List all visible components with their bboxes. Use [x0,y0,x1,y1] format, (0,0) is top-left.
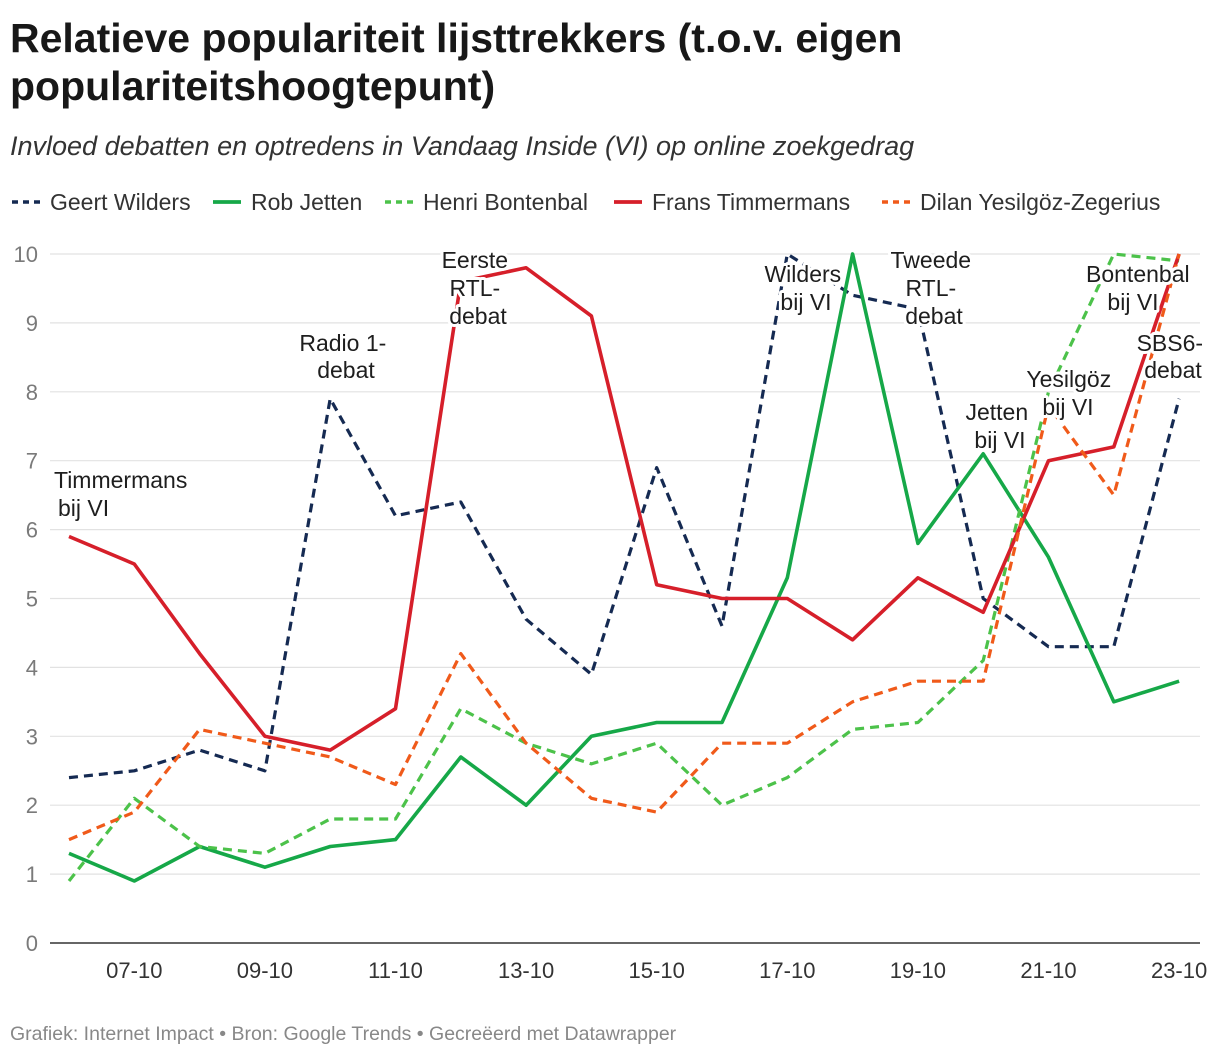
annotation-line: SBS6- [1137,330,1203,356]
legend-label: Geert Wilders [50,189,191,215]
annotation-wilders-bij-vi: Wilders bij VI [764,261,847,315]
legend-swatch-solid [614,200,642,204]
legend-swatch-solid [213,200,241,204]
series-layer [67,252,1181,883]
grid-layer: 0 1 2 3 4 5 6 7 8 9 10 [14,242,1200,956]
annotation-line: Yesilgöz [1026,366,1111,392]
y-tick-label: 2 [26,793,38,818]
legend-swatch-dashed [882,200,910,204]
y-tick-label: 9 [26,311,38,336]
y-tick-label: 0 [26,931,38,956]
y-tick-label: 5 [26,587,38,612]
y-tick-label: 7 [26,449,38,474]
x-tick-label: 07-10 [106,958,162,983]
annotation-line: Bontenbal [1086,261,1190,287]
x-tick-label: 11-10 [368,958,423,983]
annotation-line: debat [905,303,963,329]
y-tick-label: 8 [26,380,38,405]
footer-source: Bron: Google Trends [231,1023,412,1045]
line-dilan-yesilgoz-zegerius [68,253,1181,842]
legend-item-henri-bontenbal: Henri Bontenbal [385,188,588,216]
annotation-line: bij VI [58,495,109,521]
line-frans-timmermans [68,253,1181,752]
x-tick-label: 19-10 [890,958,946,983]
legend-label: Frans Timmermans [652,189,851,215]
annotation-line: RTL- [449,275,500,301]
legend-label: Dilan Yesilgöz-Zegerius [920,189,1161,215]
annotation-line: Wilders [764,261,841,287]
footer-credit: Grafiek: Internet Impact [10,1023,214,1045]
annotation-line: bij VI [1042,394,1093,420]
annotation-line: RTL- [905,275,956,301]
chart-subtitle: Invloed debatten en optredens in Vandaag… [10,131,915,161]
annotation-line: debat [449,303,507,329]
annotation-line: bij VI [1107,289,1158,315]
legend-label: Henri Bontenbal [423,189,588,215]
x-tick-label: 15-10 [629,958,685,983]
y-tick-label: 4 [26,655,38,680]
annotation-line: bij VI [780,289,831,315]
annotation-jetten-bij-vi: Jetten bij VI [965,399,1034,453]
y-tick-label: 6 [26,518,38,543]
annotation-line: Tweede [891,247,972,273]
legend-item-rob-jetten: Rob Jetten [213,188,362,216]
annotations: Timmermans bij VI Radio 1- debat Eerste … [51,244,1210,524]
line-henri-bontenbal [67,252,1180,882]
footer-separator: • [219,1023,227,1045]
annotation-yesilgoz-bij-vi: Yesilgöz bij VI [1026,366,1117,420]
footer-separator: • [416,1023,424,1045]
legend-swatch-dashed [385,200,413,204]
x-tick-label: 23-10 [1151,958,1207,983]
footer-made-with-link[interactable]: Gecreëerd met Datawrapper [429,1023,677,1045]
line-rob-jetten [68,252,1180,883]
annotation-radio-1-debat: Radio 1- debat [299,330,392,383]
y-tick-label: 1 [26,862,38,887]
x-tick-label: 09-10 [237,958,293,983]
legend-item-frans-timmermans: Frans Timmermans [614,188,850,216]
annotation-line: bij VI [974,427,1025,453]
annotation-eerste-rtl-debat: Eerste RTL- debat [442,247,515,329]
annotation-tweede-rtl-debat: Tweede RTL- debat [891,247,978,329]
chart-title: Relatieve populariteit lijsttrekkers (t.… [10,15,903,109]
annotation-line: Jetten [965,399,1028,425]
annotation-line: Timmermans [54,467,187,493]
x-tick-label: 17-10 [759,958,815,983]
annotation-line: Eerste [442,247,508,273]
legend-label: Rob Jetten [251,189,363,215]
legend-item-dilan-yesilgoz-zegerius: Dilan Yesilgöz-Zegerius [882,188,1160,216]
annotation-bontenbal-bij-vi: Bontenbal bij VI [1086,261,1196,315]
x-axis: 07-10 09-10 11-10 13-10 15-10 17-10 19-10 21-10… [106,958,1207,983]
legend-swatch-dashed [12,200,40,204]
y-tick-label: 3 [26,724,38,749]
annotation-sbs6-debat: SBS6- debat [1137,330,1210,383]
annotation-line: Radio 1- [299,330,386,356]
x-tick-label: 13-10 [498,958,554,983]
chart-footer: Grafiek: Internet Impact • Bron: Google … [10,1021,676,1047]
legend-item-geert-wilders: Geert Wilders [12,188,191,216]
annotation-line: debat [317,357,375,383]
annotation-timmermans-bij-vi: Timmermans bij VI [54,467,194,521]
x-tick-label: 21-10 [1020,958,1076,983]
line-geert-wilders [68,252,1181,780]
y-tick-label: 10 [14,242,38,267]
annotation-line: debat [1144,357,1202,383]
